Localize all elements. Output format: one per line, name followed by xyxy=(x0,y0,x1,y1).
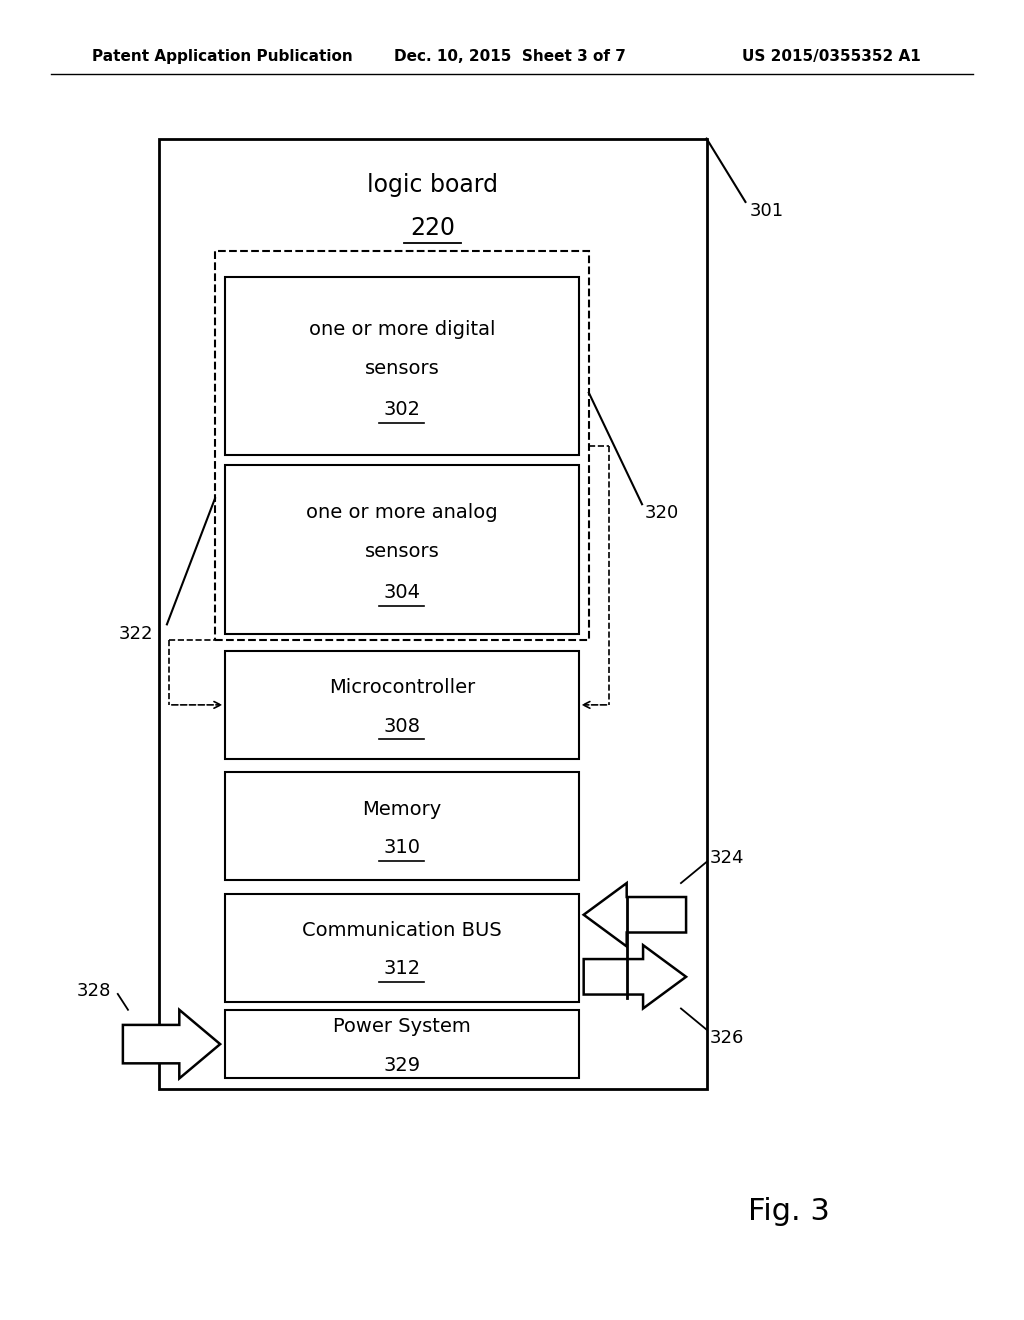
Text: Communication BUS: Communication BUS xyxy=(302,921,502,940)
Text: 312: 312 xyxy=(383,960,421,978)
Text: Patent Application Publication: Patent Application Publication xyxy=(92,49,353,65)
Text: 304: 304 xyxy=(383,583,421,602)
Text: 320: 320 xyxy=(645,504,679,523)
Text: 324: 324 xyxy=(710,849,744,867)
Text: Fig. 3: Fig. 3 xyxy=(748,1197,829,1226)
Text: one or more analog: one or more analog xyxy=(306,503,498,521)
Text: Dec. 10, 2015  Sheet 3 of 7: Dec. 10, 2015 Sheet 3 of 7 xyxy=(394,49,626,65)
Text: 302: 302 xyxy=(383,400,421,420)
Text: 310: 310 xyxy=(383,838,421,857)
Text: 329: 329 xyxy=(383,1056,421,1074)
Bar xyxy=(225,465,579,634)
Text: sensors: sensors xyxy=(365,359,439,379)
Text: 308: 308 xyxy=(383,717,421,735)
Polygon shape xyxy=(584,883,686,946)
Bar xyxy=(225,1010,579,1078)
Text: Memory: Memory xyxy=(362,800,441,818)
Text: Power System: Power System xyxy=(333,1018,471,1036)
Text: 301: 301 xyxy=(750,202,783,220)
Text: 322: 322 xyxy=(119,624,154,643)
Text: one or more digital: one or more digital xyxy=(308,319,496,339)
Text: sensors: sensors xyxy=(365,543,439,561)
Text: 326: 326 xyxy=(710,1028,744,1047)
Polygon shape xyxy=(123,1010,220,1078)
Text: US 2015/0355352 A1: US 2015/0355352 A1 xyxy=(742,49,922,65)
Text: 220: 220 xyxy=(411,216,455,240)
Bar xyxy=(225,894,579,1002)
Text: 328: 328 xyxy=(77,982,112,1001)
Polygon shape xyxy=(584,945,686,1008)
Bar xyxy=(159,139,707,1089)
Bar xyxy=(225,772,579,880)
Bar xyxy=(225,651,579,759)
Bar xyxy=(215,251,589,640)
Bar xyxy=(225,277,579,455)
Text: Microcontroller: Microcontroller xyxy=(329,678,475,697)
Text: logic board: logic board xyxy=(368,173,498,197)
